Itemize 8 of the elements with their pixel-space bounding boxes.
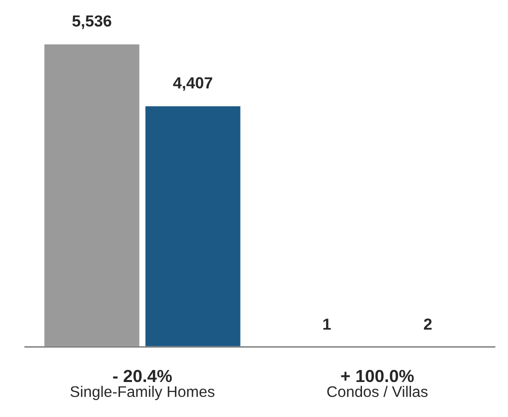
data-label: 1 [323, 318, 331, 330]
text: - 20.4% [113, 370, 172, 382]
data-label: 5,536 [72, 15, 112, 29]
data-label: 2 [424, 318, 432, 330]
x-tick-label: Single-Family Homes [70, 386, 214, 400]
data-label: 4,407 [173, 77, 212, 91]
x-tick-label: Condos / Villas [327, 386, 428, 398]
text: + 100.0% [341, 370, 414, 382]
